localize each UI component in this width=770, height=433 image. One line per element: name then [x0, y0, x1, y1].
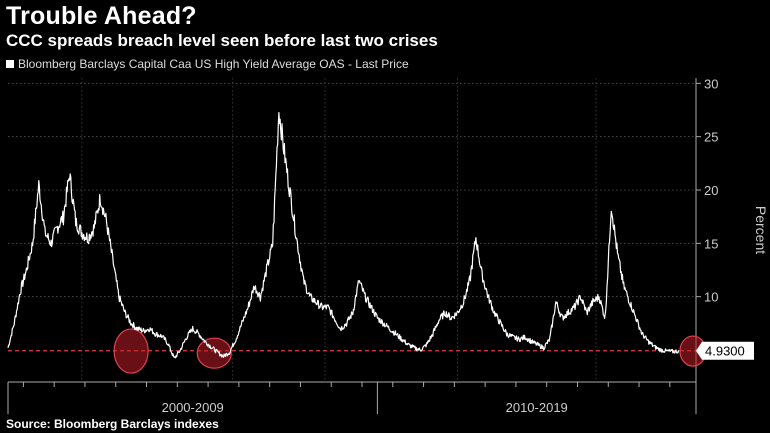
source-note: Source: Bloomberg Barclays indexes [6, 417, 219, 431]
legend: Bloomberg Barclays Capital Caa US High Y… [6, 57, 409, 71]
legend-swatch [6, 60, 14, 68]
chart-title: Trouble Ahead? [6, 2, 197, 30]
last-value-text: 4.9300 [705, 344, 745, 359]
axis-labels: 10 15 20 25 30 2000-2009 2010-2019 Percent 4.930… [162, 76, 769, 415]
series-group [7, 112, 680, 359]
y-tick-label: 30 [704, 76, 718, 91]
y-tick-label: 15 [704, 236, 718, 251]
y-tick-label: 25 [704, 130, 718, 145]
gridlines [8, 78, 696, 382]
highlight-circle [113, 328, 149, 374]
highlight-circle [196, 337, 232, 369]
y-tick-label: 20 [704, 183, 718, 198]
x-category-label: 2010-2019 [506, 400, 568, 415]
y-axis-label: Percent [753, 206, 769, 254]
last-value-label: 4.9300 [696, 341, 754, 360]
axes [7, 78, 701, 414]
y-tick-label: 10 [704, 290, 718, 305]
series-line [7, 112, 680, 359]
chart-subtitle: CCC spreads breach level seen before las… [6, 31, 438, 50]
last-value-box [696, 341, 754, 360]
highlight-circles [113, 328, 707, 374]
x-category-label: 2000-2009 [162, 400, 224, 415]
legend-label: Bloomberg Barclays Capital Caa US High Y… [18, 57, 409, 71]
